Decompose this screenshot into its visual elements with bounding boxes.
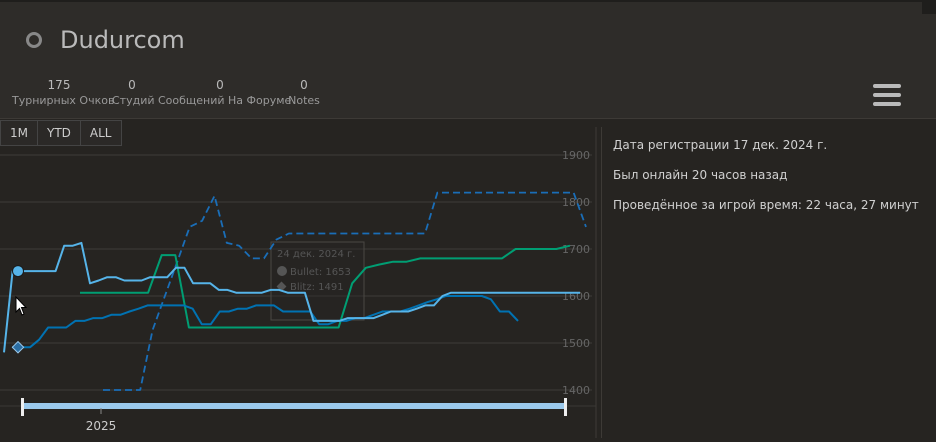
range-button-all[interactable]: ALL [80, 120, 122, 146]
top-border [0, 0, 936, 2]
last-seen: Был онлайн 20 часов назад [613, 168, 788, 182]
stat-studies[interactable]: 0 Студий [112, 78, 155, 109]
tooltip-blitz: Blitz: 1491 [290, 282, 344, 293]
profile-header: Dudurcom 175 Турнирных Очков 0 Студий 0 … [0, 0, 936, 119]
y-tick-label: 1500 [562, 337, 590, 350]
stat-label: Сообщений На Форуме [158, 94, 292, 107]
navigator-range-bar [22, 403, 566, 409]
series-line-rapid [80, 244, 571, 329]
tooltip-box [270, 241, 365, 321]
stat-label: Турнирных Очков [12, 94, 115, 107]
stat-value: 0 [216, 78, 224, 92]
stat-label: Notes [288, 94, 320, 107]
menu-icon[interactable] [873, 84, 901, 108]
stat-label: Студий [112, 94, 155, 107]
navigator-handle-left [21, 398, 24, 416]
profile-info: Дата регистрации 17 дек. 2024 г. Был онл… [601, 127, 936, 438]
range-button-1m[interactable]: 1M [0, 120, 38, 146]
stat-value: 0 [128, 78, 136, 92]
series-line-classical [103, 191, 587, 391]
stat-forum-posts[interactable]: 0 Сообщений На Форуме [158, 78, 292, 109]
stat-value: 175 [47, 78, 71, 92]
range-button-ytd[interactable]: YTD [38, 120, 81, 146]
stat-notes[interactable]: 0 Notes [286, 78, 322, 109]
tooltip-date: 24 дек. 2024 г. [277, 249, 355, 260]
y-tick-label: 1800 [562, 196, 590, 209]
series-line-bullet [3, 241, 580, 353]
registration-date: Дата регистрации 17 дек. 2024 г. [613, 138, 828, 152]
y-tick-label: 1400 [562, 384, 590, 397]
x-tick-label: 2025 [86, 419, 117, 433]
blitz-point-marker [11, 340, 25, 354]
navigator-handle-right [564, 398, 567, 416]
corner-decoration [922, 0, 936, 14]
bullet-point-marker [12, 265, 24, 278]
mouse-cursor-icon [15, 295, 28, 316]
tooltip-bullet-marker [277, 266, 287, 276]
playtime: Проведённое за игрой время: 22 часа, 27 … [613, 198, 919, 212]
y-tick-label: 1900 [562, 149, 590, 162]
stat-value: 0 [300, 78, 308, 92]
stat-tournament-points[interactable]: 175 Турнирных Очков [12, 78, 115, 109]
range-selector: 1M YTD ALL [0, 120, 122, 146]
rating-chart: 1900 1800 1700 1600 1500 1400 24 дек. 2024 г. B… [0, 119, 600, 438]
tooltip-bullet: Bullet: 1653 [290, 267, 351, 278]
series-line-blitz [12, 295, 519, 349]
offline-status-icon [26, 32, 42, 48]
username: Dudurcom [60, 26, 185, 54]
y-tick-label: 1700 [562, 243, 590, 256]
